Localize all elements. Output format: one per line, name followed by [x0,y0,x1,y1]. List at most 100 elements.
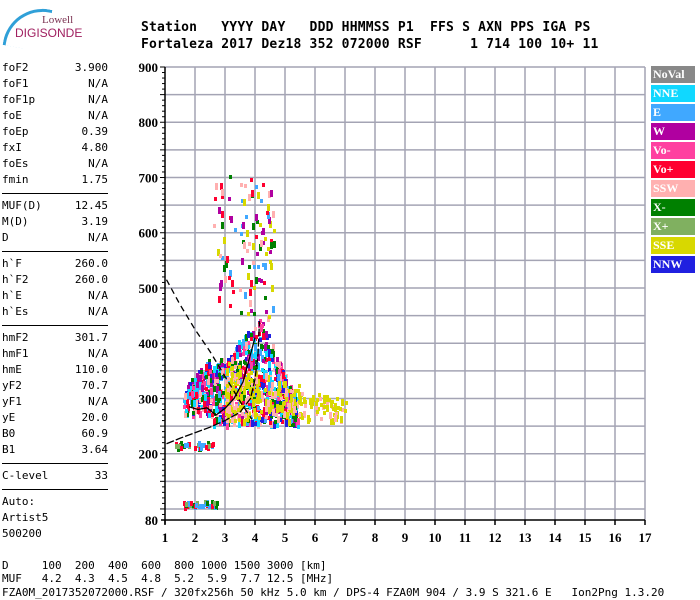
echo-point [221,392,224,399]
echo-point [260,240,263,247]
echo-point [263,379,266,386]
echo-point [203,400,206,407]
echo-point [191,400,194,407]
echo-point [257,363,260,370]
x-tick-label: 13 [519,530,533,545]
echo-point [255,235,258,239]
echo-point [262,413,265,417]
echo-point [225,261,228,268]
echo-point [282,386,285,393]
echo-point [344,409,347,413]
echo-point [309,398,312,405]
echo-point [200,405,203,409]
echo-point [206,405,209,409]
param-row-foe: foE N/A [2,108,108,124]
param-label: MUF(D) [2,199,42,212]
echo-point [242,339,245,346]
legend-item-w: W [651,123,695,140]
x-tick-label: 12 [489,530,502,545]
echo-point [304,404,307,408]
echo-point [274,409,277,413]
echo-point [251,190,254,197]
echo-point [236,366,239,373]
echo-point [228,407,231,414]
param-row-yf1: yF1 N/A [2,394,108,410]
echo-point [215,503,218,508]
echo-point [221,368,224,375]
echo-point [209,405,212,409]
echo-point [243,199,246,206]
echo-point [216,379,219,383]
echo-point [206,392,209,396]
echo-point [223,368,226,375]
echo-point [267,345,270,349]
echo-point [196,381,199,388]
echo-point [237,402,240,409]
x-tick-label: 11 [459,530,471,545]
echo-point [260,199,263,203]
echo-point [323,405,326,409]
echo-point [277,389,280,396]
ionogram-plot: 1 2 3 4 5 6 7 8 9 10 11 12 13 14 15 16 17900800700600500… [139,60,653,545]
echo-point [261,368,264,372]
echo-point [268,361,271,368]
x-tick-label: 7 [342,530,349,545]
echo-point [272,211,275,218]
echo-point [186,399,189,403]
echo-point [297,389,300,393]
x-tick-label: 6 [312,530,319,545]
echo-point [261,231,264,235]
echo-point [247,402,250,406]
echo-point [234,373,237,380]
param-row-fxi: fxI 4.80 [2,140,108,156]
param-value: N/A [88,93,108,106]
echo-point [304,400,307,404]
separator [2,489,108,490]
echo-point [208,504,211,509]
echo-point [223,265,226,272]
echo-point [334,403,337,410]
echo-point [247,364,250,368]
y-tick-label: 600 [139,226,159,241]
echo-point [235,404,238,408]
echo-point [262,359,265,363]
echo-point [186,410,189,417]
echo-point [291,417,294,424]
echo-point [241,391,244,395]
echo-point [240,183,243,187]
echo-point [282,378,285,382]
param-value: 260.0 [74,273,108,286]
echo-point [180,441,183,446]
auto-scaling-info: Auto: [2,495,36,508]
echo-point [216,386,219,393]
echo-point [260,344,263,351]
echo-point [270,190,273,197]
echo-point [199,375,202,382]
echo-point [311,402,314,406]
x-tick-label: 2 [192,530,199,545]
digisonde-logo: Lowell DIGISONDE [2,2,84,53]
echo-point [264,370,267,374]
echo-point [263,281,266,285]
echo-point [245,215,248,219]
echo-point [332,407,335,411]
echo-point [267,212,270,219]
echo-point [269,371,272,375]
param-value: 12.45 [74,199,108,212]
echo-point [218,368,221,375]
param-row-hf: h`F 260.0 [2,256,108,272]
echo-point [245,334,248,341]
echo-point [269,221,272,228]
echo-point [215,183,218,190]
echo-point [255,277,258,284]
echo-point [283,411,286,418]
echo-point [294,415,297,422]
echo-point [233,406,236,410]
echo-point [341,408,344,412]
echo-point [217,249,220,256]
echo-point [211,413,214,417]
echo-point [251,383,254,387]
param-row-mufd: MUF(D) 12.45 [2,198,108,214]
param-label: fmin [2,173,29,186]
echo-point [240,342,243,349]
